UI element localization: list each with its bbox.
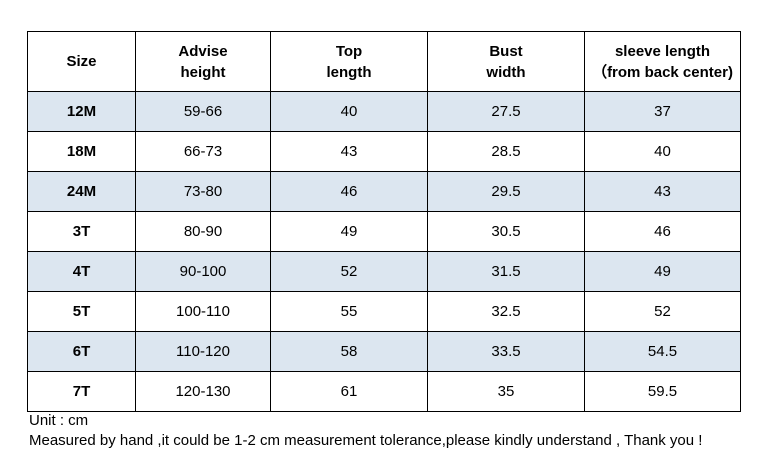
table-cell: 59.5 [584, 371, 741, 412]
table-row: 18M 66-73 43 28.5 40 [27, 131, 741, 172]
size-cell: 3T [27, 211, 136, 252]
table-cell: 59-66 [135, 91, 271, 132]
table-cell: 49 [270, 211, 428, 252]
table-cell: 37 [584, 91, 741, 132]
table-row: 5T 100-110 55 32.5 52 [27, 291, 741, 332]
table-cell: 55 [270, 291, 428, 332]
table-row: 7T 120-130 61 35 59.5 [27, 371, 741, 412]
table-cell: 40 [270, 91, 428, 132]
table-cell: 54.5 [584, 331, 741, 372]
header-line: sleeve length [614, 42, 711, 60]
size-cell: 6T [27, 331, 136, 372]
size-cell: 24M [27, 171, 136, 212]
table-row: 24M 73-80 46 29.5 43 [27, 171, 741, 212]
header-line: Advise [178, 42, 228, 60]
size-cell: 4T [27, 251, 136, 292]
table-cell: 29.5 [427, 171, 585, 212]
table-cell: 46 [270, 171, 428, 212]
table-cell: 49 [584, 251, 741, 292]
table-row: 12M 59-66 40 27.5 37 [27, 91, 741, 132]
size-table: Size Advise height Top length Bust width sleeve… [27, 31, 741, 412]
table-cell: 27.5 [427, 91, 585, 132]
header-line: width [486, 63, 526, 81]
table-cell: 32.5 [427, 291, 585, 332]
table-cell: 80-90 [135, 211, 271, 252]
table-cell: 35 [427, 371, 585, 412]
unit-note: Unit : cm [29, 412, 89, 429]
size-cell: 5T [27, 291, 136, 332]
header-cell: Size [27, 31, 136, 92]
table-row: 6T 110-120 58 33.5 54.5 [27, 331, 741, 372]
table-row: 4T 90-100 52 31.5 49 [27, 251, 741, 292]
size-cell: 7T [27, 371, 136, 412]
table-cell: 52 [270, 251, 428, 292]
header-line: Bust [489, 42, 523, 60]
table-cell: 46 [584, 211, 741, 252]
disclaimer-note: Measured by hand ,it could be 1-2 cm mea… [29, 432, 703, 449]
header-line: height [180, 63, 226, 81]
table-row: 3T 80-90 49 30.5 46 [27, 211, 741, 252]
header-cell: Bust width [427, 31, 585, 92]
table-cell: 61 [270, 371, 428, 412]
table-cell: 33.5 [427, 331, 585, 372]
header-cell: Advise height [135, 31, 271, 92]
table-cell: 52 [584, 291, 741, 332]
header-line: Top [335, 42, 363, 60]
table-cell: 28.5 [427, 131, 585, 172]
table-cell: 66-73 [135, 131, 271, 172]
header-cell: Top length [270, 31, 428, 92]
size-cell: 18M [27, 131, 136, 172]
header-line: length [326, 63, 372, 81]
header-cell: sleeve length （from back center) [584, 31, 741, 92]
header-line: Size [66, 53, 97, 70]
header-line: （from back center) [592, 63, 733, 81]
table-cell: 90-100 [135, 251, 271, 292]
table-cell: 31.5 [427, 251, 585, 292]
table-cell: 110-120 [135, 331, 271, 372]
table-cell: 120-130 [135, 371, 271, 412]
table-cell: 73-80 [135, 171, 271, 212]
table-cell: 30.5 [427, 211, 585, 252]
table-cell: 40 [584, 131, 741, 172]
table-cell: 43 [584, 171, 741, 212]
table-cell: 43 [270, 131, 428, 172]
table-cell: 100-110 [135, 291, 271, 332]
table-cell: 58 [270, 331, 428, 372]
size-cell: 12M [27, 91, 136, 132]
header-row: Size Advise height Top length Bust width sleeve… [27, 31, 741, 92]
